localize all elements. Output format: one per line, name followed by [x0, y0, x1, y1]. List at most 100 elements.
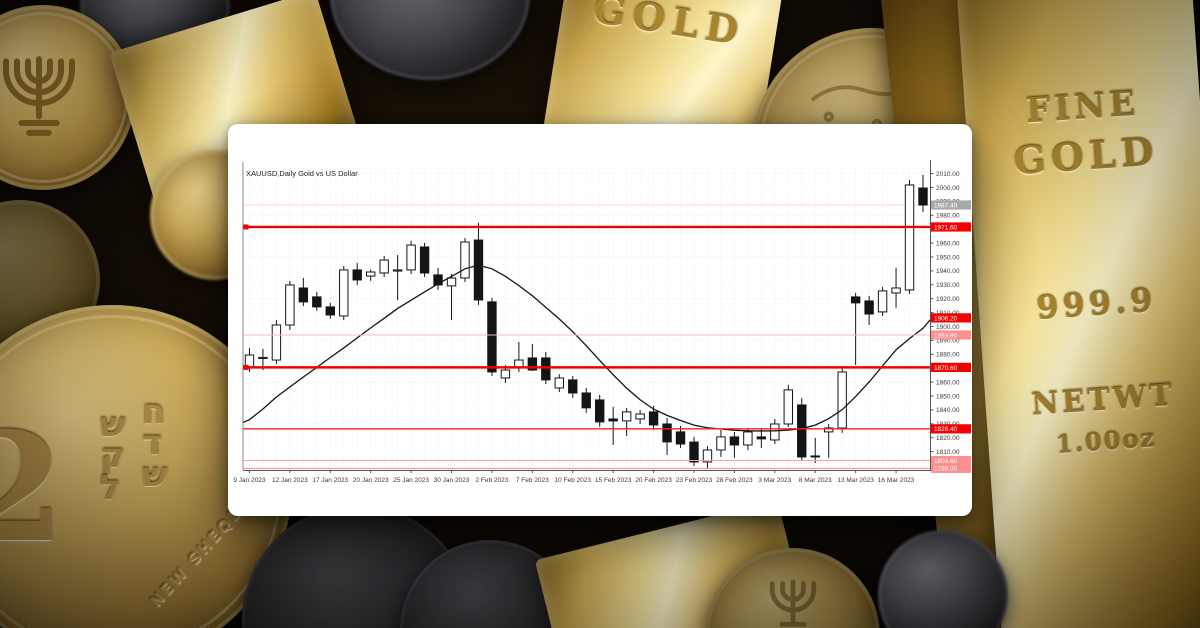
level-price-box-label: 1826.40 — [934, 426, 958, 433]
candle-bull — [891, 287, 901, 294]
candle-bear — [312, 296, 322, 308]
y-tick-label: 1980.00 — [936, 213, 960, 220]
level-price-box-label: 1870.60 — [934, 365, 958, 372]
shekel-hebrew-word2: חדש — [142, 392, 168, 495]
candle-bull — [783, 389, 793, 425]
candle-bear — [675, 431, 686, 445]
menorah-icon — [2, 56, 76, 136]
candle-bear — [473, 239, 484, 301]
level-price-box-label: 1803.60 — [934, 458, 958, 465]
y-tick-label: 1880.00 — [936, 352, 960, 359]
y-tick-label: 1950.00 — [936, 254, 960, 261]
shekel-value: 2 — [0, 400, 65, 576]
x-tick-label: 28 Feb 2023 — [716, 477, 753, 484]
x-tick-label: 30 Jan 2023 — [434, 477, 470, 484]
candle-bear — [595, 399, 605, 423]
candle-bear — [568, 379, 578, 394]
candle-bear — [352, 269, 362, 281]
candle-bear — [608, 418, 618, 422]
x-tick-label: 10 Feb 2023 — [555, 477, 592, 484]
fine-gold-netwt: NETWT — [1030, 377, 1176, 423]
x-tick-label: 13 Mar 2023 — [837, 477, 874, 484]
candle-bear — [581, 392, 591, 409]
level-price-box — [931, 463, 971, 473]
candle-bull — [285, 284, 295, 326]
candle-bull — [554, 377, 564, 389]
candle-bear — [527, 357, 538, 371]
candle-bear — [810, 455, 820, 458]
line-anchor — [243, 224, 249, 230]
y-tick-label: 1860.00 — [936, 379, 960, 386]
candle-bull — [339, 269, 349, 317]
x-tick-label: 2 Feb 2023 — [475, 477, 508, 484]
candle-bull — [824, 427, 834, 433]
level-price-box — [931, 362, 971, 372]
y-tick-label: 1940.00 — [936, 268, 960, 275]
y-tick-label: 2000.00 — [936, 185, 960, 192]
candle-bull — [379, 259, 389, 274]
candle-bull — [743, 431, 753, 446]
gold-bar-engraving: GOLD — [589, 0, 749, 55]
bid-price-box-label: 1987.40 — [934, 202, 958, 209]
candle-bull — [716, 436, 726, 451]
candle-bull — [702, 449, 713, 463]
y-tick-label: 1960.00 — [936, 240, 960, 247]
x-tick-label: 25 Jan 2023 — [393, 477, 429, 484]
shekel-hebrew-word1: שקל — [100, 405, 126, 508]
level-price-box — [931, 455, 971, 466]
x-tick-label: 12 Jan 2023 — [272, 477, 308, 484]
candle-bull — [271, 324, 282, 361]
candle-bull — [460, 241, 470, 279]
x-tick-label: 7 Feb 2023 — [516, 477, 549, 484]
level-price-box — [931, 222, 971, 232]
x-tick-label: 15 Feb 2023 — [595, 477, 632, 484]
price-chart: 2010.002000.001990.001980.001970.001960.… — [233, 160, 971, 484]
fine-gold-purity: 999.9 — [1035, 280, 1158, 328]
level-price-box-label: 1893.90 — [934, 332, 958, 339]
candle-bull — [406, 244, 416, 271]
candle-bear — [689, 441, 699, 463]
y-tick-label: 1920.00 — [936, 296, 960, 303]
candle-bear — [298, 287, 309, 303]
candle-bear — [797, 404, 807, 458]
x-tick-label: 20 Feb 2023 — [635, 477, 672, 484]
candle-bear — [648, 411, 659, 426]
candle-bear — [419, 246, 430, 274]
level-price-box-label: 1971.60 — [934, 224, 958, 231]
silver-coin-top-center — [330, 0, 530, 80]
candle-bull — [635, 413, 645, 420]
x-tick-label: 8 Mar 2023 — [799, 477, 832, 484]
candle-bull — [446, 277, 457, 287]
candle-bull — [904, 184, 915, 291]
menorah-icon — [769, 579, 817, 627]
candle-bull — [500, 369, 511, 379]
candle-bear — [729, 436, 740, 446]
x-tick-label: 9 Jan 2023 — [233, 477, 266, 484]
x-tick-label: 20 Jan 2023 — [353, 477, 389, 484]
y-tick-label: 1890.00 — [936, 338, 960, 345]
fine-gold-weight: 1.00oz — [1055, 423, 1157, 460]
alert-price-box-label: 1906.20 — [934, 315, 958, 322]
candle-bull — [258, 356, 268, 359]
alert-price-box — [931, 313, 971, 323]
line-anchor — [243, 364, 249, 370]
candle-bull — [514, 359, 524, 368]
chart-card: 2010.002000.001990.001980.001970.001960.… — [228, 124, 972, 516]
y-tick-label: 1810.00 — [936, 449, 960, 456]
y-tick-label: 1840.00 — [936, 407, 960, 414]
level-price-box — [931, 424, 971, 434]
candle-bear — [487, 301, 497, 373]
candle-bull — [837, 371, 847, 429]
bid-price-box — [931, 200, 971, 210]
candle-bear — [541, 357, 551, 381]
candle-bear — [662, 423, 672, 443]
candle-bear — [325, 306, 335, 316]
x-tick-label: 16 Mar 2023 — [878, 477, 915, 484]
y-tick-label: 1850.00 — [936, 393, 960, 400]
y-tick-label: 1930.00 — [936, 282, 960, 289]
x-tick-label: 23 Feb 2023 — [676, 477, 713, 484]
x-tick-label: 17 Jan 2023 — [312, 477, 348, 484]
y-tick-label: 2010.00 — [936, 171, 960, 178]
candle-bull — [770, 423, 780, 441]
